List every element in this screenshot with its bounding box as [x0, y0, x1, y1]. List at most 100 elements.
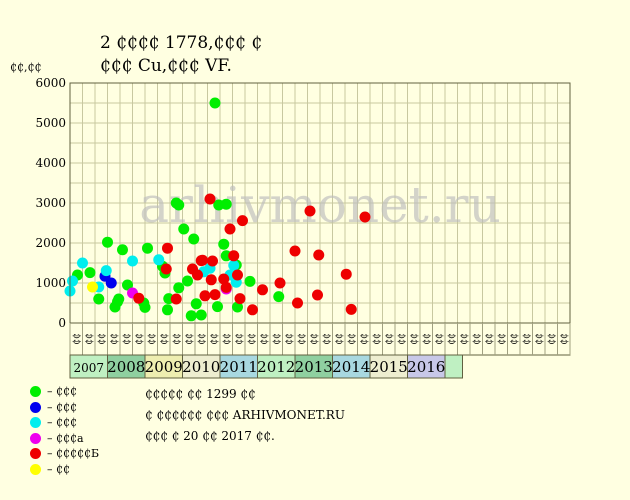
- note-source: ₵ ₵₵₵₵₵₵ ₵₵₵ ARHIVMONET.RU: [145, 408, 345, 422]
- data-point: [304, 205, 316, 217]
- data-point: [102, 236, 113, 248]
- data-point: [105, 277, 117, 289]
- x-sub-label: ₵₵: [447, 333, 457, 344]
- x-sub-label: ₵₵: [522, 333, 532, 344]
- data-point: [209, 97, 221, 109]
- data-point: [112, 296, 123, 308]
- note-sales-count: ₵₵₵₵₵ ₵₵ 1299 ₵₵: [145, 387, 256, 401]
- year-label: 2010: [182, 358, 220, 376]
- data-point: [197, 254, 208, 266]
- legend-label: – ₵₵: [47, 462, 70, 476]
- data-point: [228, 259, 240, 271]
- x-sub-label: ₵₵: [222, 333, 232, 344]
- x-sub-label: ₵₵: [247, 333, 257, 344]
- legend-item: – ₵₵₵: [30, 400, 99, 416]
- legend-label: – ₵₵₵а: [47, 431, 84, 445]
- x-sub-label: ₵₵: [210, 333, 220, 344]
- x-sub-label: ₵₵: [322, 333, 332, 344]
- legend-swatch: [30, 386, 41, 398]
- y-tick-label: 3000: [35, 196, 66, 210]
- data-point: [340, 268, 352, 280]
- year-label: 2014: [332, 358, 370, 376]
- legend: – ₵₵₵ – ₵₵₵ – ₵₵₵ – ₵₵₵а – ₵₵₵₵₵Б – ₵₵: [30, 384, 99, 477]
- data-point: [244, 275, 256, 287]
- x-sub-label: ₵₵: [435, 333, 445, 344]
- data-point: [192, 269, 203, 281]
- data-point: [142, 242, 153, 254]
- legend-label: – ₵₵₵: [47, 400, 77, 414]
- data-point: [133, 292, 145, 304]
- year-label: 2011: [220, 358, 258, 376]
- data-point: [162, 304, 173, 316]
- x-sub-label: ₵₵: [310, 333, 320, 344]
- x-sub-label: ₵₵: [460, 333, 470, 344]
- data-point: [232, 301, 243, 313]
- data-point: [195, 309, 207, 321]
- data-point: [220, 198, 232, 210]
- data-point: [139, 301, 151, 313]
- x-sub-label: ₵₵: [235, 333, 245, 344]
- y-tick-label: 4000: [35, 156, 66, 170]
- data-point: [204, 193, 216, 205]
- x-sub-label: ₵₵: [397, 333, 407, 344]
- year-band: [444, 354, 463, 379]
- y-tick-label: 0: [58, 316, 66, 330]
- data-point: [173, 199, 185, 211]
- legend-swatch: [30, 432, 41, 444]
- data-point: [100, 265, 112, 277]
- data-point: [359, 211, 371, 223]
- data-point: [237, 215, 248, 227]
- x-sub-label: ₵₵: [510, 333, 520, 344]
- x-sub-label: ₵₵: [285, 333, 295, 344]
- y-tick-label: 1000: [35, 276, 66, 290]
- legend-label: – ₵₵₵₵₵Б: [47, 447, 100, 461]
- x-sub-label: ₵₵: [560, 333, 570, 344]
- x-sub-label: ₵₵: [347, 333, 357, 344]
- x-sub-label: ₵₵: [335, 333, 345, 344]
- data-point: [313, 249, 325, 261]
- data-point: [199, 290, 211, 302]
- data-point: [292, 297, 303, 309]
- data-point: [87, 281, 98, 293]
- data-point: [257, 284, 268, 296]
- watermark: arhivmonet.ru: [139, 176, 501, 234]
- x-sub-label: ₵₵: [172, 333, 182, 344]
- x-sub-label: ₵₵: [272, 333, 282, 344]
- x-sub-label: ₵₵: [422, 333, 432, 344]
- data-point: [234, 293, 246, 305]
- data-point: [228, 250, 240, 262]
- legend-label: – ₵₵₵: [47, 416, 77, 430]
- data-point: [153, 254, 165, 266]
- data-point: [67, 275, 78, 287]
- data-point: [232, 269, 243, 281]
- data-point: [190, 298, 202, 310]
- x-sub-label: ₵₵: [135, 333, 145, 344]
- data-point: [185, 310, 197, 322]
- data-point: [207, 255, 218, 267]
- x-sub-label: ₵₵: [185, 333, 195, 344]
- legend-label: – ₵₵₵: [47, 385, 77, 399]
- year-label: 2016: [407, 358, 445, 376]
- data-point: [188, 233, 200, 245]
- data-point: [84, 267, 96, 279]
- year-label: 2015: [370, 358, 408, 376]
- legend-swatch: [30, 401, 41, 413]
- year-label: 2009: [145, 358, 183, 376]
- data-point: [220, 281, 232, 293]
- x-sub-label: ₵₵: [385, 333, 395, 344]
- data-point: [162, 242, 173, 254]
- legend-swatch: [30, 463, 41, 475]
- legend-swatch: [30, 417, 41, 429]
- data-point: [345, 303, 357, 315]
- data-point: [209, 289, 221, 301]
- x-sub-label: ₵₵: [97, 333, 107, 344]
- data-point: [247, 304, 258, 316]
- x-sub-label: ₵₵: [297, 333, 307, 344]
- x-sub-label: ₵₵: [535, 333, 545, 344]
- legend-item: – ₵₵₵₵₵Б: [30, 446, 99, 462]
- year-label: 2012: [257, 358, 295, 376]
- x-sub-label: ₵₵: [160, 333, 170, 344]
- data-point: [218, 273, 230, 285]
- data-point: [170, 293, 182, 305]
